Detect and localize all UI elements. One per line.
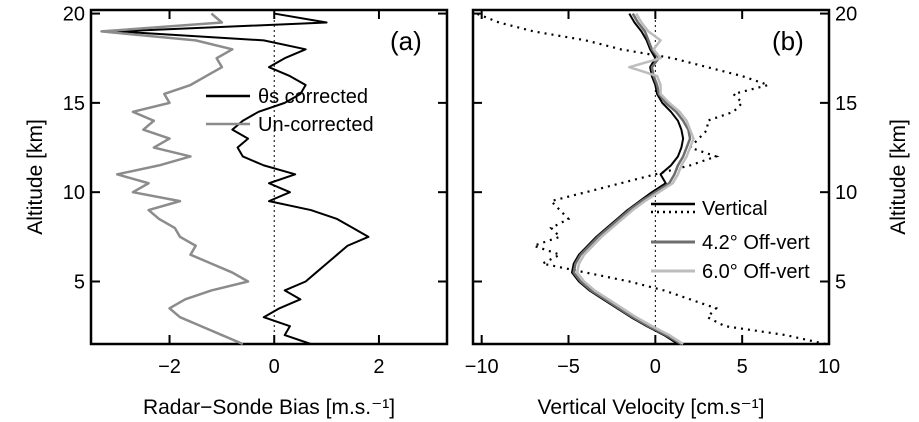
y-tick-label-b: 10 xyxy=(835,182,857,204)
x-axis-label-b: Vertical Velocity [cm.s⁻¹] xyxy=(538,396,765,419)
y-axis-label-left: Altitude [km] xyxy=(24,119,47,235)
panel-b: (b) Altitude [km] Vertical Velocity [cm.… xyxy=(465,4,910,419)
y-axis-label-right: Altitude [km] xyxy=(887,119,910,235)
series-line-b-2 xyxy=(575,12,695,346)
series-line-a-1 xyxy=(100,12,250,346)
legend-b: Vertical 4.2° Off-vert 6.0° Off-vert xyxy=(651,198,810,283)
legend-label-off-vert-4: 4.2° Off-vert xyxy=(702,232,810,254)
panel-b-frame xyxy=(471,8,831,346)
panel-a-frame xyxy=(89,8,449,346)
x-tick-label-b: −10 xyxy=(465,356,499,378)
y-tick-label-b: 5 xyxy=(835,271,846,293)
legend-label-corrected: θs corrected xyxy=(258,86,368,108)
x-tick-label-b: 0 xyxy=(650,356,661,378)
x-tick-label-a: −2 xyxy=(158,356,181,378)
y-tick-label-b: 15 xyxy=(835,93,857,115)
series-line-a-0 xyxy=(116,12,370,345)
panel-a: (a) Altitude [km] Radar−Sonde Bias [m.s.… xyxy=(24,4,449,419)
legend-label-vertical: Vertical xyxy=(702,198,768,220)
panel-b-label: (b) xyxy=(772,26,804,56)
legend-label-off-vert-6: 6.0° Off-vert xyxy=(702,261,810,283)
x-tick-label-b: 10 xyxy=(818,356,840,378)
legend-label-uncorrected: Un-corrected xyxy=(258,114,374,136)
series-line-b-1 xyxy=(572,12,692,346)
x-tick-label-b: 5 xyxy=(737,356,748,378)
x-tick-label-a: 0 xyxy=(269,356,280,378)
legend-a: θs corrected Un-corrected xyxy=(206,86,374,136)
y-tick-label-a: 20 xyxy=(63,4,85,26)
y-tick-label-b: 20 xyxy=(835,4,857,26)
x-tick-label-a: 2 xyxy=(373,356,384,378)
y-tick-label-a: 10 xyxy=(63,182,85,204)
y-tick-label-a: 15 xyxy=(63,93,85,115)
x-axis-label-a: Radar−Sonde Bias [m.s.⁻¹] xyxy=(143,396,395,419)
y-tick-label-a: 5 xyxy=(74,271,85,293)
x-tick-label-b: −5 xyxy=(557,356,580,378)
panel-a-label: (a) xyxy=(390,26,422,56)
series-line-b-0-dotted xyxy=(476,12,826,346)
series-line-b-0 xyxy=(570,13,685,345)
